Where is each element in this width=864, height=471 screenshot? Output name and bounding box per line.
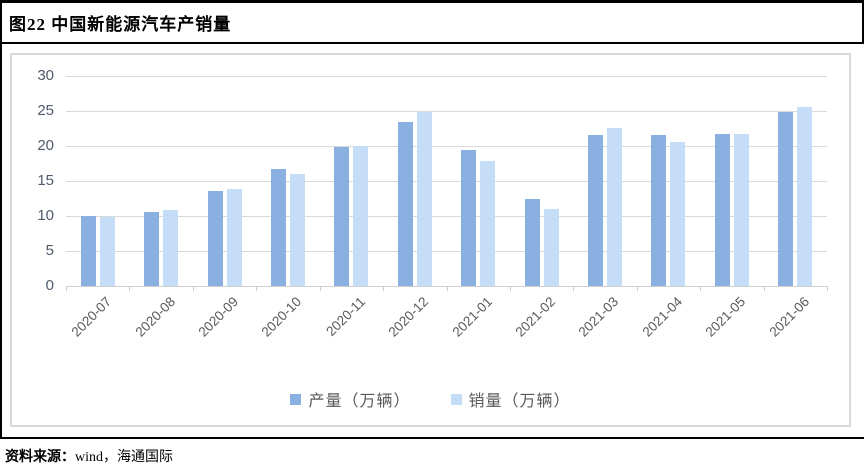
x-axis-tick [827,286,828,291]
bar-sales-2021-06 [797,106,813,286]
legend-label-production: 产量（万辆） [308,393,411,410]
bar-sales-2020-09 [226,189,242,286]
x-axis-tick [129,286,131,291]
chart-legend: 产量（万辆） 销量（万辆） [12,387,849,411]
x-axis-tick [319,286,321,291]
x-axis-tick [192,286,194,291]
bar-production-2020-11 [334,147,350,286]
y-axis-label-5: 5 [45,242,54,259]
x-axis-tick [636,286,638,291]
y-axis-label-15: 15 [37,172,54,189]
left-border-rule [0,44,2,437]
x-axis-label-2021-06: 2021-06 [766,294,812,340]
y-axis-label-30: 30 [37,67,54,84]
y-axis-label-25: 25 [37,102,54,119]
x-axis-tick [66,286,67,291]
x-axis-label-2021-04: 2021-04 [639,294,686,340]
bar-sales-2021-01 [480,160,496,286]
x-axis-label-2021-03: 2021-03 [575,294,622,340]
x-axis-tick [700,286,702,291]
bar-production-2020-08 [144,211,160,286]
bar-sales-2020-10 [289,174,305,286]
bar-sales-2021-02 [543,209,559,286]
legend-item-production: 产量（万辆） [290,387,410,411]
legend-label-sales: 销量（万辆） [468,393,571,410]
bar-production-2021-05 [714,134,730,286]
figure-title-bar: 图22 中国新能源汽车产销量 [0,0,864,44]
gridline-30 [66,76,827,77]
x-axis-label-2020-12: 2020-12 [385,294,432,340]
bar-production-2020-10 [270,169,286,286]
x-axis-label-2021-05: 2021-05 [702,294,749,340]
source-line: 资料来源：wind，海通国际 [5,446,173,466]
bar-production-2021-01 [461,150,477,286]
x-axis-tick [446,286,448,291]
x-axis-tick [509,286,511,291]
bar-sales-2020-12 [416,112,432,286]
x-axis-tick [763,286,765,291]
source-divider [0,437,864,439]
gridline-5 [66,251,827,252]
x-axis-label-2020-08: 2020-08 [132,294,178,340]
figure-title: 图22 中国新能源汽车产销量 [9,15,232,34]
bar-production-2021-06 [778,112,794,286]
bar-production-2020-12 [397,121,413,286]
gridline-20 [66,146,827,147]
bar-production-2020-07 [80,216,96,286]
source-text: wind，海通国际 [75,450,173,465]
x-axis-tick [383,286,385,291]
y-axis-label-0: 0 [45,277,54,294]
bar-sales-2021-04 [670,141,686,286]
y-axis-label-20: 20 [37,137,54,154]
bar-production-2021-04 [651,134,667,286]
bar-production-2020-09 [207,190,223,286]
x-axis-label-2020-09: 2020-09 [195,294,242,340]
legend-swatch-production [290,393,302,405]
bar-sales-2020-11 [353,146,369,286]
chart-frame: 产量（万辆） 销量（万辆） 0 5 10 15 20 25 30 2020-07 2020-08 2… [10,53,851,427]
y-axis-label-10: 10 [37,207,54,224]
gridline-25 [66,111,827,112]
gridline-10 [66,216,827,217]
legend-swatch-sales [450,393,462,405]
bar-sales-2021-05 [733,134,749,286]
x-axis-tick [573,286,575,291]
bar-production-2021-03 [588,134,604,286]
plot-area [66,76,828,291]
x-axis-label-2020-11: 2020-11 [323,294,368,339]
legend-item-sales: 销量（万辆） [450,387,571,411]
bar-sales-2020-07 [99,217,115,286]
bar-sales-2020-08 [163,209,179,286]
x-axis-label-2021-01: 2021-01 [449,294,495,340]
gridline-15 [66,181,827,182]
x-axis-label-2021-02: 2021-02 [512,294,559,340]
x-axis-label-2020-07: 2020-07 [68,294,115,340]
source-label: 资料来源： [5,450,75,465]
x-axis-label-2020-10: 2020-10 [258,294,305,340]
x-axis-tick [256,286,258,291]
bar-sales-2021-03 [607,127,623,286]
bar-production-2021-02 [524,199,540,286]
